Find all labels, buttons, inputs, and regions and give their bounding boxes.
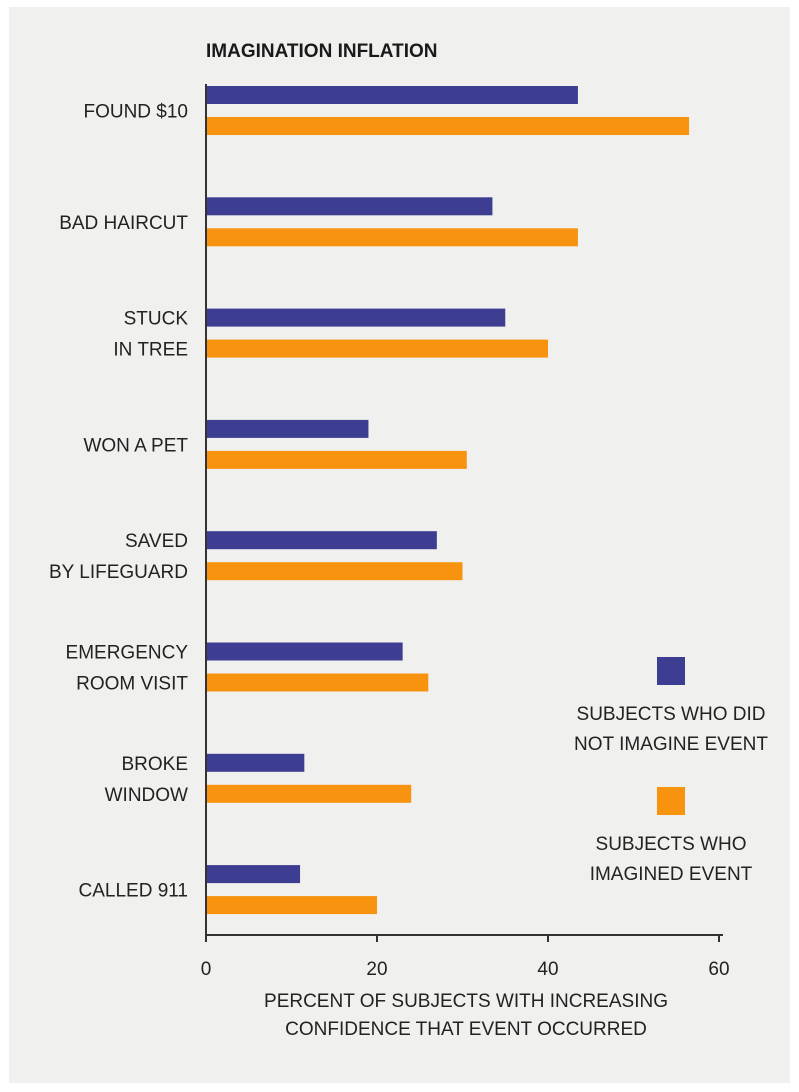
legend-label: NOT IMAGINE EVENT <box>574 734 768 755</box>
x-axis-label: PERCENT OF SUBJECTS WITH INCREASING <box>264 991 668 1012</box>
legend-swatch <box>657 657 685 685</box>
category-label: ROOM VISIT <box>76 674 188 695</box>
category-label: BY LIFEGUARD <box>49 562 188 583</box>
chart-title: IMAGINATION INFLATION <box>206 41 438 62</box>
bar-not-imagined <box>206 865 301 884</box>
bar-not-imagined <box>206 197 493 216</box>
bar-not-imagined <box>206 753 305 772</box>
category-label: WINDOW <box>105 785 188 806</box>
legend-label: SUBJECTS WHO DID <box>577 704 766 725</box>
category-label: SAVED <box>125 531 188 552</box>
bar-group <box>206 86 690 915</box>
legend-label: IMAGINED EVENT <box>590 864 753 885</box>
bar-not-imagined <box>206 419 369 438</box>
category-labels: FOUND $10 BAD HAIRCUT STUCK IN TREE WON A PE… <box>49 102 188 902</box>
category-label: FOUND $10 <box>83 102 188 123</box>
category-label: BAD HAIRCUT <box>59 213 188 234</box>
bar-imagined <box>206 784 412 803</box>
bar-imagined <box>206 228 578 247</box>
x-tick-label: 60 <box>708 959 729 980</box>
bar-not-imagined <box>206 308 506 327</box>
category-label: EMERGENCY <box>66 643 189 664</box>
bar-imagined <box>206 450 467 469</box>
legend: SUBJECTS WHO DID NOT IMAGINE EVENT SUBJECT… <box>574 657 768 885</box>
legend-label: SUBJECTS WHO <box>596 834 747 855</box>
category-label: CALLED 911 <box>79 881 189 902</box>
x-tick-label: 0 <box>201 959 212 980</box>
x-axis-label: CONFIDENCE THAT EVENT OCCURRED <box>285 1019 647 1040</box>
x-tick-label: 20 <box>366 959 387 980</box>
category-label: IN TREE <box>113 340 188 361</box>
x-tick-label: 40 <box>537 959 558 980</box>
bar-not-imagined <box>206 531 437 550</box>
bar-imagined <box>206 562 463 581</box>
bar-imagined <box>206 673 429 692</box>
category-label: STUCK <box>124 309 189 330</box>
bar-not-imagined <box>206 642 403 661</box>
bar-imagined <box>206 339 548 358</box>
bar-imagined <box>206 896 377 915</box>
bar-not-imagined <box>206 86 578 104</box>
category-label: WON A PET <box>83 435 188 456</box>
legend-swatch <box>657 787 685 815</box>
category-label: BROKE <box>121 754 188 775</box>
x-axis: 0 20 40 60 PERCENT OF SUBJECTS WITH INCREASI… <box>201 84 730 1040</box>
bar-imagined <box>206 117 690 135</box>
